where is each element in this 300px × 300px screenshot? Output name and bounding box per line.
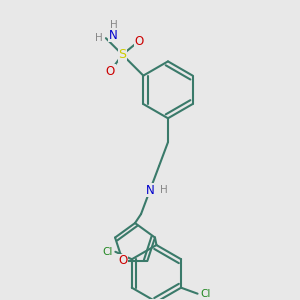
Text: O: O	[134, 35, 143, 48]
Text: H: H	[160, 185, 167, 195]
Text: O: O	[106, 64, 115, 78]
Text: H: H	[110, 20, 117, 30]
Text: Cl: Cl	[201, 289, 211, 299]
Text: Cl: Cl	[102, 247, 112, 257]
Text: N: N	[109, 29, 118, 42]
Text: S: S	[118, 48, 126, 61]
Text: H: H	[95, 33, 103, 43]
Text: N: N	[146, 184, 154, 196]
Text: O: O	[118, 254, 127, 268]
